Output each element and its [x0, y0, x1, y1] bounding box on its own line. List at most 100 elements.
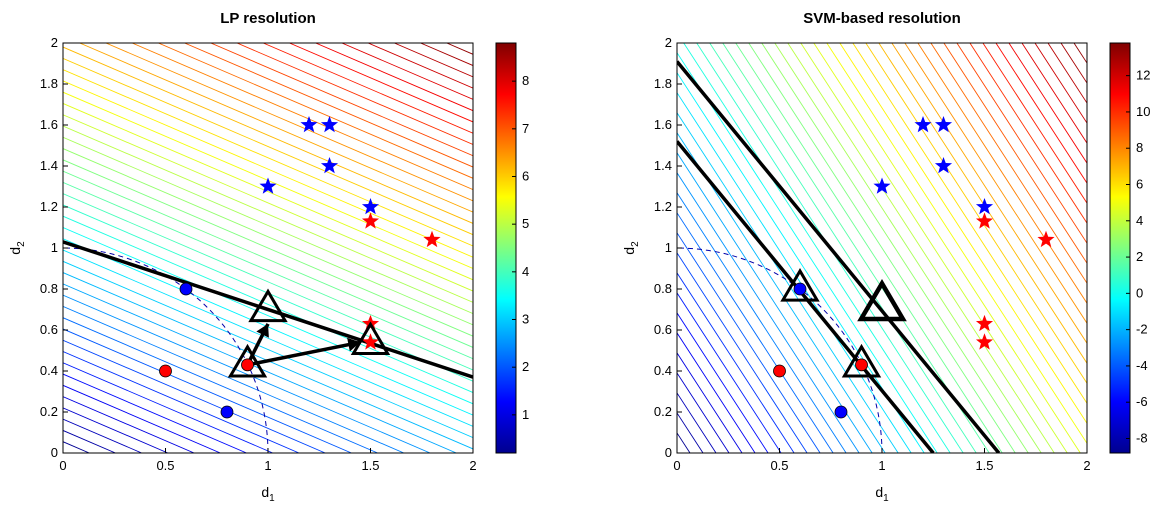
contour-line — [677, 112, 899, 453]
blue-circle-point — [834, 405, 848, 419]
colorbar-tick-label: 12 — [1136, 68, 1150, 83]
x-tick-label: 0 — [673, 458, 680, 473]
colorbar-tick-label: 2 — [522, 359, 529, 374]
red-star-point — [361, 333, 380, 350]
contour-line — [748, 43, 1016, 453]
colorbar-tick-label: 4 — [1136, 213, 1143, 228]
blue-star-point — [934, 116, 953, 133]
colorbar-tick-label: 8 — [522, 73, 529, 88]
decision-boundary-line — [677, 140, 935, 453]
y-tick-label: 1.6 — [654, 117, 672, 132]
contour-line — [677, 152, 873, 453]
svm-overlay — [677, 60, 1055, 453]
contour-line — [982, 43, 1087, 204]
red-star-point — [1037, 230, 1055, 248]
red-circle-point — [241, 358, 254, 372]
contour-line — [677, 192, 847, 453]
y-tick-label: 0.4 — [40, 363, 58, 378]
lp-x-ticks: 0 0.5 1 1.5 2 — [59, 448, 477, 473]
contour-line — [677, 432, 691, 453]
red-circle-point — [855, 358, 868, 372]
red-star-point — [975, 212, 994, 229]
arrow-head — [347, 337, 361, 352]
red-star-point — [361, 212, 380, 229]
lp-overlay — [63, 116, 473, 453]
contour-line — [63, 46, 473, 224]
contour-line — [800, 43, 1068, 453]
contour-line — [787, 43, 1055, 453]
y-tick-label: 0.8 — [40, 281, 58, 296]
lp-colorbar — [495, 42, 517, 454]
decision-boundary-line — [63, 240, 473, 379]
contour-line — [63, 148, 473, 326]
blue-star-point — [914, 116, 932, 133]
y-tick-label: 0.6 — [654, 322, 672, 337]
contour-line — [761, 43, 1029, 453]
contour-line — [63, 362, 273, 453]
contour-line — [891, 43, 1087, 344]
arrow-head — [256, 323, 269, 338]
contour-line — [63, 80, 473, 258]
blue-star-point — [361, 198, 380, 215]
contour-line — [131, 43, 473, 190]
contour-line — [367, 43, 473, 89]
y-tick-label: 0.2 — [654, 404, 672, 419]
contour-line — [63, 351, 300, 453]
y-tick-label: 0.4 — [654, 363, 672, 378]
contour-line — [289, 43, 473, 123]
contour-line — [774, 43, 1042, 453]
contour-line — [394, 43, 473, 78]
contour-line — [184, 43, 473, 168]
x-tick-label: 1.5 — [361, 458, 379, 473]
y-tick-label: 0 — [51, 445, 58, 460]
colorbar-tick-label: 3 — [522, 312, 529, 327]
contour-line — [677, 272, 795, 453]
contour-line — [1047, 43, 1087, 104]
contour-line — [63, 418, 142, 453]
red-circle-point — [159, 364, 172, 378]
y-tick-label: 0.2 — [40, 404, 58, 419]
contour-line — [677, 52, 938, 453]
triangle-marker — [780, 268, 820, 302]
x-tick-label: 2 — [469, 458, 476, 473]
contour-line — [677, 172, 860, 453]
colorbar-tick-label: 0 — [1136, 285, 1143, 300]
contour-line — [995, 43, 1087, 184]
contour-line — [904, 43, 1087, 324]
x-tick-label: 0.5 — [770, 458, 788, 473]
contour-line — [1021, 43, 1087, 144]
contour-line — [1008, 43, 1087, 164]
svm-y-ticks: 0 0.2 0.4 0.6 0.8 1 1.2 1.4 1.6 1.8 2 — [654, 35, 682, 460]
lp-plot: LP resolution 0 0.5 1 1.5 2 0 0.2 0.4 0.6 0.8 1 1.… — [7, 10, 529, 504]
contour-line — [813, 43, 1081, 453]
y-tick-label: 1.8 — [654, 76, 672, 91]
contour-line — [63, 373, 247, 453]
colorbar-tick-label: 2 — [1136, 249, 1143, 264]
y-tick-label: 1.4 — [40, 158, 58, 173]
contour-line — [263, 43, 473, 134]
svm-colorbar — [1109, 42, 1131, 454]
contour-line — [63, 339, 326, 453]
red-circle-point — [773, 364, 786, 378]
y-tick-label: 1.6 — [40, 117, 58, 132]
colorbar-tick-label: 5 — [522, 216, 529, 231]
colorbar-tick-label: -4 — [1136, 358, 1148, 373]
y-tick-label: 1 — [665, 240, 672, 255]
y-tick-label: 1 — [51, 240, 58, 255]
contour-line — [677, 392, 717, 453]
contour-line — [63, 114, 473, 292]
svm-colorbar-ticks: -8 -6 -4 -2 0 2 4 6 8 10 12 — [1126, 68, 1150, 445]
red-star-point — [423, 230, 441, 248]
contour-line — [709, 43, 977, 453]
contour-line — [917, 43, 1087, 304]
lp-x-axis-label: d1 — [261, 484, 275, 504]
contour-line — [677, 312, 769, 453]
x-tick-label: 2 — [1083, 458, 1090, 473]
contour-line — [210, 43, 473, 157]
blue-circle-point — [220, 405, 234, 419]
colorbar-tick-label: 7 — [522, 121, 529, 136]
blue-star-point — [320, 116, 339, 133]
triangle-marker — [841, 343, 882, 378]
contour-line — [63, 317, 378, 453]
